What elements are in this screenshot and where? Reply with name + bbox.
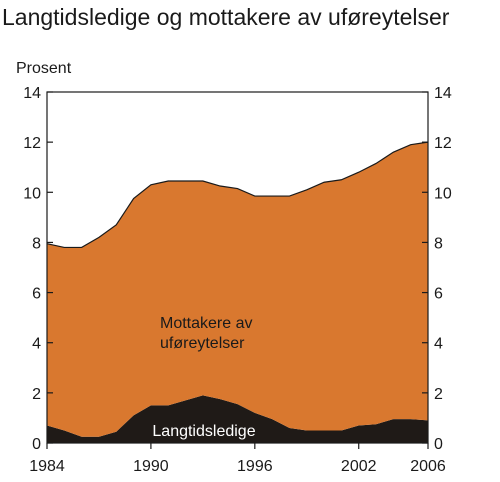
series-label-line: uføreytelser [160,335,245,352]
chart-title: Langtidsledige og mottakere av uføreytel… [2,4,450,30]
x-tick-label: 1984 [29,458,65,475]
x-tick-label: 2006 [410,458,446,475]
y-tick-label-left: 8 [32,235,41,252]
y-tick-label-left: 0 [32,436,41,453]
y-tick-label-left: 10 [23,185,41,202]
plot-border [46,91,429,444]
x-tick-label: 1990 [133,458,169,475]
y-tick-label-right: 4 [434,336,443,353]
y-tick-label-right: 2 [434,386,443,403]
series-label-line: Mottakere av [160,315,252,332]
x-tick-label: 2002 [341,458,377,475]
y-tick-label-right: 12 [434,135,452,152]
plot-frame [46,91,429,444]
y-tick-label-right: 14 [434,85,452,102]
series-label-mottakere-av-uforeytelser: Mottakere av uføreytelser [160,315,252,352]
y-tick-label-right: 8 [434,235,443,252]
area-series-langtidsledige [47,395,428,443]
y-tick-label-left: 12 [23,135,41,152]
y-tick-label-right: 10 [434,185,452,202]
x-tick-label: 1996 [237,458,273,475]
y-axis-unit-label: Prosent [16,60,72,77]
area-layer [46,141,429,443]
series-label-langtidsledige: Langtidsledige [152,423,255,440]
y-tick-label-right: 0 [434,436,443,453]
y-tick-label-left: 14 [23,85,41,102]
series-label-layer: Langtidsledige Mottakere av uføreytelser [152,315,255,440]
top-outline-line [46,141,429,249]
y-tick-label-right: 6 [434,286,443,303]
tick-layer: 0 0 2 2 4 4 6 6 8 8 10 10 12 12 14 14 1984 1990 1996 2002 20… [23,85,452,475]
y-tick-label-left: 6 [32,286,41,303]
y-tick-label-left: 4 [32,336,41,353]
area-series-mottakere-av-uforeytelser [47,142,428,437]
y-tick-label-left: 2 [32,386,41,403]
